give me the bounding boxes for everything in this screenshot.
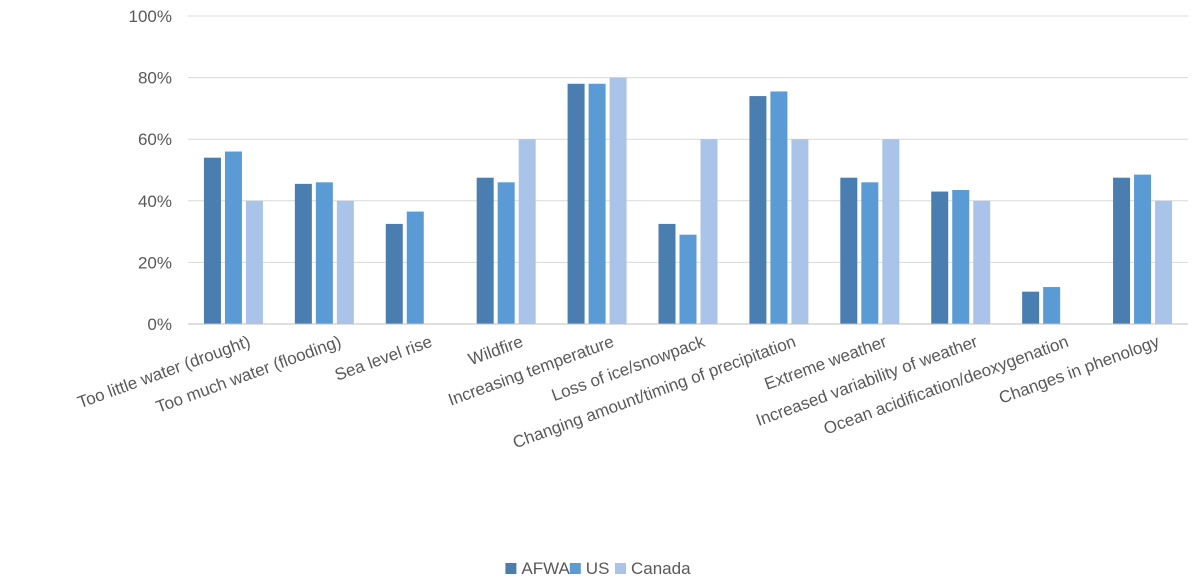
bar: [588, 83, 606, 324]
bar: [315, 182, 333, 324]
bar: [294, 183, 312, 324]
bar: [336, 200, 354, 324]
bar: [1134, 174, 1152, 324]
bar: [882, 139, 900, 324]
bar: [1022, 291, 1040, 324]
bar: [224, 151, 242, 324]
bar: [1043, 287, 1061, 324]
y-tick-label: 80%: [138, 69, 172, 88]
bar: [476, 177, 494, 324]
legend-label: US: [586, 559, 610, 578]
bar: [609, 77, 627, 324]
legend-label: Canada: [631, 559, 691, 578]
category-label: Wildfire: [466, 332, 526, 369]
legend-label: AFWA: [521, 559, 570, 578]
bar: [700, 139, 718, 324]
y-tick-label: 20%: [138, 253, 172, 272]
legend-swatch: [615, 563, 626, 574]
y-tick-label: 100%: [129, 7, 172, 26]
category-label: Sea level rise: [332, 332, 434, 385]
bar: [658, 223, 676, 324]
bar: [497, 182, 515, 324]
bar: [203, 157, 221, 324]
category-labels: Too little water (drought)Too much water…: [75, 332, 1162, 452]
legend-swatch: [505, 563, 517, 574]
bar: [973, 200, 991, 324]
bar: [931, 191, 949, 324]
bar: [861, 182, 879, 324]
bar: [1155, 200, 1173, 324]
bar: [770, 91, 788, 325]
bar: [679, 234, 697, 324]
category-label: Increasing temperature: [446, 332, 617, 410]
bar: [1113, 177, 1131, 324]
bar: [385, 223, 403, 324]
y-axis-ticks: 0% 20% 40% 60% 80% 100%: [129, 7, 172, 334]
bar: [518, 139, 536, 324]
bar: [245, 200, 263, 324]
bar: [749, 96, 767, 324]
bar: [791, 139, 809, 324]
y-tick-label: 40%: [138, 192, 172, 211]
bar: [840, 177, 858, 324]
y-tick-label: 60%: [138, 130, 172, 149]
y-tick-label: 0%: [147, 315, 172, 334]
bar: [406, 211, 424, 324]
bars: [203, 77, 1173, 325]
bar: [952, 190, 970, 324]
legend: AFWA US Canada: [505, 559, 691, 578]
category-label: Changes in phenology: [996, 332, 1162, 408]
legend-swatch: [569, 563, 581, 574]
gridlines: [188, 15, 1188, 263]
bar: [567, 83, 585, 324]
